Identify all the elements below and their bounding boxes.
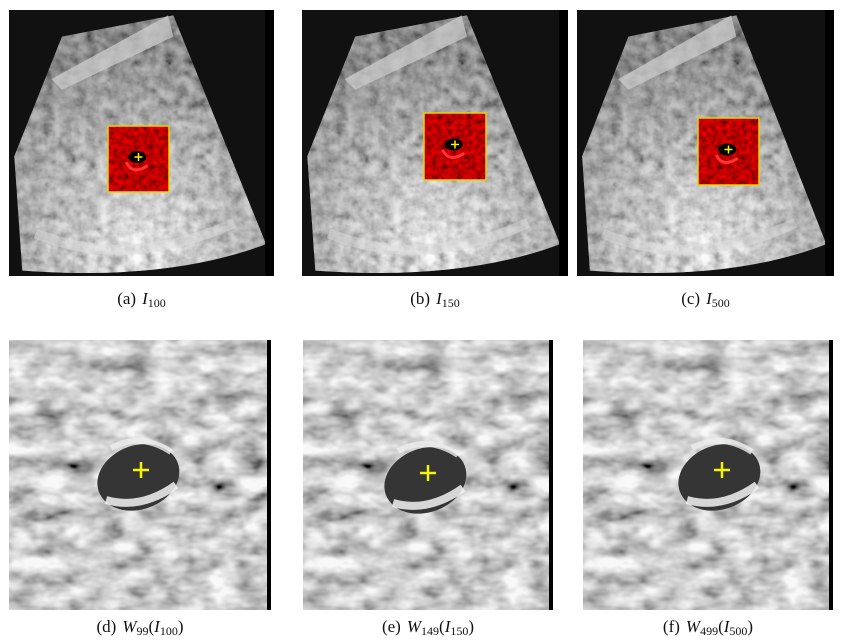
image-panel: [577, 10, 834, 276]
caption-text: W: [406, 617, 422, 636]
probe-strip: [51, 15, 174, 90]
caption-text: I: [436, 289, 442, 308]
caption-subscript: 99: [136, 624, 149, 638]
image-panel: [9, 340, 271, 610]
bright-rim: [685, 481, 760, 507]
caption: (d) W99(I100): [9, 617, 271, 637]
caption-text: (: [718, 617, 724, 636]
caption-text: ): [468, 617, 475, 636]
caption-subscript: 500: [729, 624, 748, 638]
bright-rim: [396, 440, 460, 458]
caption: (a) I100: [9, 289, 274, 309]
probe-strip: [618, 15, 737, 90]
caption-text: I: [142, 289, 148, 308]
roi-box: [107, 125, 170, 193]
caption-text: I: [723, 617, 730, 636]
right-edge: [549, 340, 553, 610]
caption-text: ): [177, 617, 184, 636]
bright-rim: [104, 481, 179, 507]
tissue-band: [600, 218, 798, 255]
ultrasound-image: [302, 10, 568, 276]
probe-strip: [344, 15, 467, 90]
ultrasound-image: [303, 340, 553, 610]
caption-text: W: [685, 617, 701, 636]
image-panel: [9, 10, 274, 276]
ultrasound-image: [9, 10, 274, 276]
caption-subscript: 150: [441, 296, 460, 310]
caption-text: (: [439, 617, 445, 636]
caption-text: I: [444, 617, 451, 636]
ultrasound-image: [9, 340, 271, 610]
caption-text: (f): [662, 617, 680, 636]
caption: (e) W149(I150): [303, 617, 553, 637]
bright-rim: [109, 437, 173, 455]
caption-text: ): [747, 617, 754, 636]
caption-text: I: [706, 289, 712, 308]
caption-text: W: [122, 617, 137, 636]
caption: (f) W499(I500): [583, 617, 833, 637]
bright-rim: [690, 437, 754, 455]
caption-text: (e): [381, 617, 401, 636]
right-edge: [267, 340, 271, 610]
caption-text: (: [148, 617, 155, 636]
roi-box: [697, 117, 760, 186]
caption-text: I: [154, 617, 160, 636]
image-panel: [303, 340, 553, 610]
caption-subscript: 499: [700, 624, 719, 638]
caption-subscript: 500: [711, 296, 730, 310]
image-panel: [583, 340, 833, 610]
ultrasound-image: [583, 340, 833, 610]
caption-text: (b): [410, 289, 431, 308]
caption-subscript: 149: [421, 624, 440, 638]
tissue-band: [326, 218, 531, 255]
ultrasound-image: [577, 10, 834, 276]
bright-rim: [391, 484, 466, 510]
caption: (b) I150: [302, 289, 568, 309]
right-edge: [559, 10, 568, 276]
caption-subscript: 100: [147, 296, 166, 310]
lesion-rim: [124, 161, 149, 172]
caption-text: (a): [117, 289, 137, 308]
right-edge: [829, 340, 833, 610]
caption-subscript: 100: [159, 624, 178, 638]
right-edge: [265, 10, 274, 276]
lesion-rim: [714, 154, 739, 164]
caption-subscript: 150: [450, 624, 469, 638]
caption-text: (d): [96, 617, 117, 636]
caption-text: (c): [681, 289, 701, 308]
lesion-rim: [441, 149, 466, 159]
roi-box: [423, 112, 487, 181]
right-edge: [825, 10, 834, 276]
caption: (c) I500: [577, 289, 834, 309]
tissue-band: [33, 218, 237, 255]
image-panel: [302, 10, 568, 276]
